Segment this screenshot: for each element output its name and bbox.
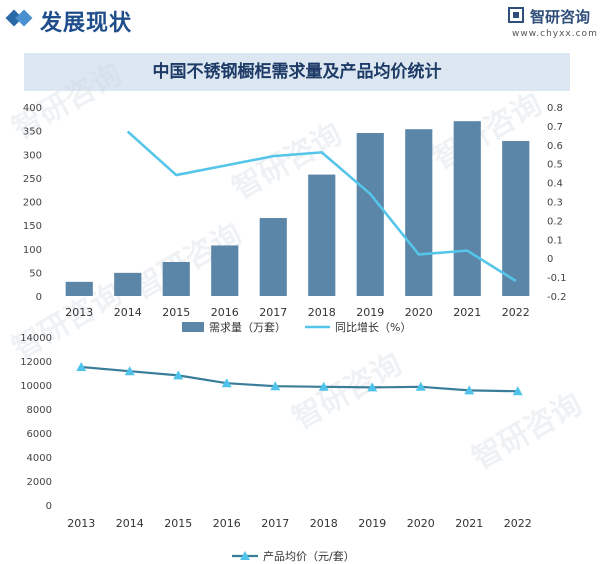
y-left-tick-label: 150 [23, 221, 42, 232]
avg-price-marker [173, 370, 184, 380]
demand-bar [502, 141, 530, 296]
legend-marker-price [240, 551, 250, 560]
y-left-tick-label: 300 [23, 150, 42, 161]
x-tick-label: 2021 [453, 306, 481, 319]
y-tick-label: 14000 [20, 333, 52, 344]
avg-price-marker [464, 385, 475, 395]
x-tick-label: 2017 [261, 517, 289, 530]
x-tick-label: 2013 [65, 306, 93, 319]
legend-label-price: 产品均价（元/套） [263, 549, 355, 563]
demand-bar [356, 132, 384, 296]
growth-rate-line [126, 130, 517, 282]
y-right-tick-label: 0.3 [547, 198, 563, 209]
y-tick-label: 4000 [27, 453, 52, 464]
avg-price-marker [415, 381, 426, 391]
x-tick-label: 2017 [259, 306, 287, 319]
y-tick-label: 6000 [27, 429, 52, 440]
y-tick-label: 12000 [20, 357, 52, 368]
legend-label-demand: 需求量（万套） [209, 321, 286, 334]
y-right-tick-label: 0.4 [547, 179, 563, 190]
avg-price-line [81, 365, 518, 393]
page-title: 发展现状 [40, 11, 133, 36]
demand-bar [405, 129, 433, 296]
demand-bar [65, 281, 93, 296]
y-right-tick-label: 0.5 [547, 160, 563, 171]
legend-swatch-demand [182, 322, 204, 332]
x-tick-label: 2018 [308, 306, 336, 319]
y-right-tick-label: -0.2 [547, 292, 567, 303]
chart-title: 中国不锈钢橱柜需求量及产品均价统计 [152, 62, 442, 82]
y-right-tick-label: 0.7 [547, 122, 563, 133]
y-left-tick-label: 50 [29, 268, 42, 279]
x-tick-label: 2022 [504, 517, 532, 530]
y-right-tick-label: 0 [547, 254, 553, 265]
demand-bar [114, 272, 142, 296]
x-tick-label: 2020 [407, 517, 435, 530]
y-right-tick-label: -0.1 [547, 273, 567, 284]
avg-price-marker [367, 382, 378, 392]
chart-title-bar: 中国不锈钢橱柜需求量及产品均价统计 [24, 53, 570, 91]
y-left-tick-label: 400 [23, 103, 42, 114]
demand-bar [162, 261, 190, 296]
brand-url: www.chyxx.com [512, 29, 598, 39]
y-left-tick-label: 0 [36, 292, 42, 303]
y-right-tick-label: 0.6 [547, 141, 563, 152]
brand-name: 智研咨询 [530, 8, 591, 26]
avg-price-marker [76, 362, 87, 371]
brand-logo-icon [508, 7, 524, 23]
y-left-tick-label: 350 [23, 127, 42, 138]
avg-price-marker [318, 381, 329, 391]
x-tick-label: 2016 [213, 517, 241, 530]
x-tick-label: 2015 [162, 306, 190, 319]
legend-label-growth: 同比增长（%） [335, 320, 411, 334]
y-right-tick-label: 0.2 [547, 216, 563, 227]
x-tick-label: 2014 [114, 306, 142, 319]
y-left-tick-label: 100 [23, 245, 42, 256]
watermark-text: 智研咨询 [427, 87, 548, 177]
avg-price-marker [512, 386, 523, 396]
avg-price-marker [124, 366, 135, 376]
watermark-text: 智研咨询 [467, 387, 588, 477]
demand-bar [211, 245, 239, 296]
x-tick-label: 2019 [358, 517, 386, 530]
y-left-tick-label: 250 [23, 174, 42, 185]
watermark-text: 智研咨询 [287, 347, 408, 437]
y-left-tick-label: 200 [23, 198, 42, 209]
demand-bar [453, 121, 481, 296]
avg-price-marker [270, 381, 281, 391]
y-tick-label: 2000 [27, 477, 52, 488]
y-tick-label: 10000 [20, 381, 52, 392]
x-tick-label: 2018 [310, 517, 338, 530]
x-tick-label: 2013 [67, 517, 95, 530]
x-tick-label: 2014 [116, 517, 144, 530]
x-tick-label: 2015 [164, 517, 192, 530]
x-tick-label: 2021 [455, 517, 483, 530]
x-tick-label: 2022 [502, 306, 530, 319]
x-tick-label: 2016 [211, 306, 239, 319]
y-right-tick-label: 0.8 [547, 103, 563, 114]
demand-bar [308, 174, 336, 296]
x-tick-label: 2019 [356, 306, 384, 319]
x-tick-label: 2020 [405, 306, 433, 319]
y-tick-label: 8000 [27, 405, 52, 416]
y-tick-label: 0 [46, 501, 52, 512]
avg-price-marker [221, 378, 232, 388]
header: 发展现状 智研咨询 www.chyxx.com [0, 0, 600, 44]
demand-bar [259, 218, 287, 296]
y-right-tick-label: 0.1 [547, 235, 563, 246]
